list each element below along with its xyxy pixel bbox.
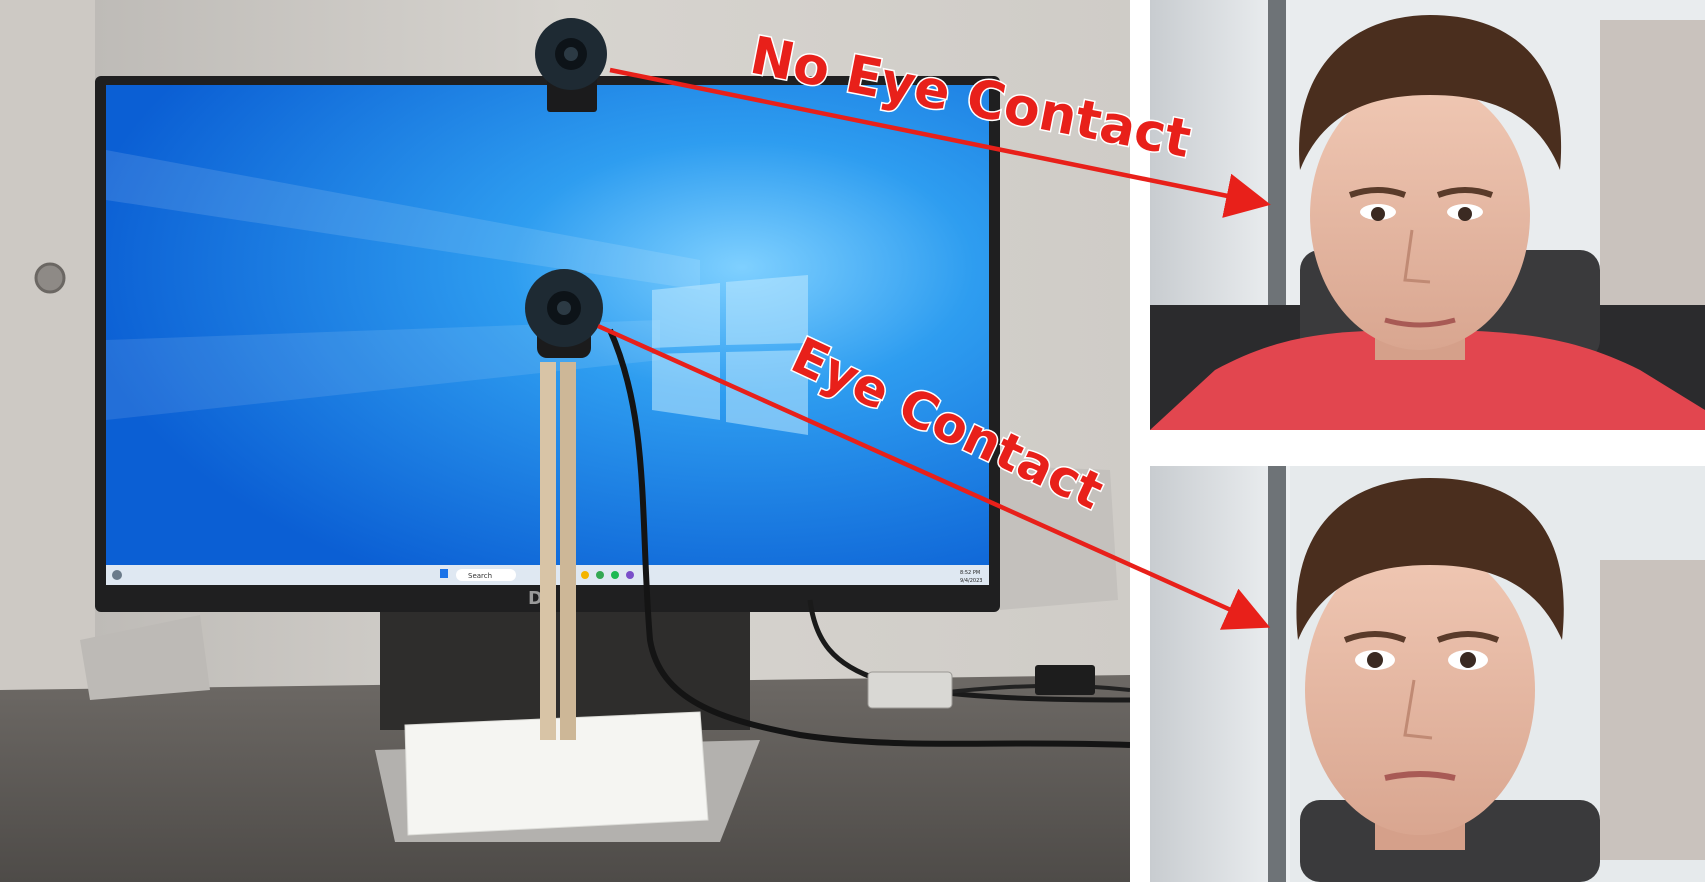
- windows-logo: [652, 275, 808, 435]
- arrow-eye-contact: [597, 323, 1271, 630]
- arrow-no-eye-contact: [609, 67, 1271, 218]
- door-knob: [34, 262, 66, 294]
- panel-gap-horizontal: [1150, 430, 1705, 466]
- browser-icon: [596, 571, 604, 579]
- weather-icon: [112, 570, 122, 580]
- folder-icon: [581, 571, 589, 579]
- center-webcam: [525, 269, 603, 358]
- taskbar-clock-date: 9/4/2023: [960, 578, 982, 584]
- app-icon: [626, 571, 634, 579]
- power-adapter: [1035, 665, 1095, 695]
- taskbar-clock-time: 8:52 PM: [960, 570, 980, 576]
- taskbar-search-label: Search: [468, 572, 492, 580]
- taskbar-search: [456, 569, 516, 581]
- portrait-no-eye-contact: [1150, 0, 1705, 430]
- face: [1305, 545, 1535, 835]
- usb-hub: [867, 671, 953, 709]
- spotify-icon: [611, 571, 619, 579]
- hair: [1296, 478, 1564, 640]
- screen-streak: [106, 150, 700, 290]
- top-webcam: [535, 18, 607, 112]
- portrait-eye-contact: [1150, 466, 1705, 882]
- shirt: [1150, 330, 1705, 430]
- door: [0, 0, 95, 700]
- foam-block: [404, 711, 709, 836]
- hair: [1299, 15, 1562, 170]
- panel-gap-vertical: [1130, 0, 1150, 882]
- wooden-stick-right: [560, 362, 576, 740]
- chair-back: [980, 465, 1118, 610]
- desk-setup-photo: Search 8:52 PM 9/4/2023 DĘ: [0, 0, 1130, 882]
- screen-streak-2: [106, 320, 660, 420]
- wooden-stick-left: [540, 362, 556, 740]
- start-icon: [440, 569, 448, 578]
- chair-arm: [80, 615, 210, 700]
- face: [1310, 80, 1530, 350]
- webcam-cable: [607, 328, 1130, 748]
